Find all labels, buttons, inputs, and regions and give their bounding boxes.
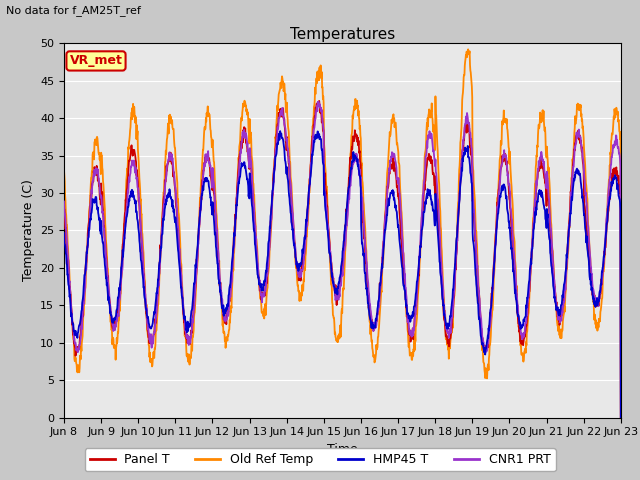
Title: Temperatures: Temperatures <box>290 27 395 42</box>
Text: VR_met: VR_met <box>70 54 122 67</box>
Text: No data for f_AM25T_ref: No data for f_AM25T_ref <box>6 5 141 16</box>
Legend: Panel T, Old Ref Temp, HMP45 T, CNR1 PRT: Panel T, Old Ref Temp, HMP45 T, CNR1 PRT <box>84 448 556 471</box>
X-axis label: Time: Time <box>327 443 358 456</box>
Y-axis label: Temperature (C): Temperature (C) <box>22 180 35 281</box>
